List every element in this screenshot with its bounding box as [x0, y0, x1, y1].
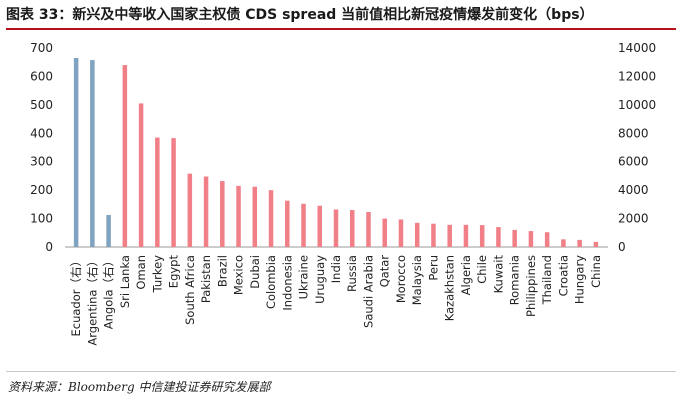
x-axis-category-label: Dubai	[248, 255, 262, 289]
bar-qatar	[382, 218, 387, 247]
footer-divider	[6, 371, 676, 372]
right-axis-tick-label: 10000	[618, 98, 656, 112]
x-axis-category-label: Mexico	[232, 255, 246, 295]
left-axis-tick-label: 500	[30, 98, 53, 112]
bar-algeria	[463, 224, 469, 247]
x-axis-category-label: Russia	[345, 255, 359, 292]
x-axis-category-label: Indonesia	[280, 255, 294, 311]
bar-kuwait	[496, 227, 501, 247]
x-axis-category-label: Algeria	[459, 255, 473, 295]
x-axis-category-label: Qatar	[378, 255, 392, 288]
bar-turkey	[155, 137, 160, 247]
bar-chart: 0 100 200 300 400 500 600 700 0 2000 4000 6000 8000…	[30, 41, 656, 346]
bar-kazakhstan	[447, 224, 452, 247]
x-axis-category-label: Kazakhstan	[443, 255, 457, 321]
left-axis-tick-label: 100	[30, 212, 53, 226]
bar-peru	[431, 223, 436, 247]
bar-southafrica	[187, 173, 193, 247]
left-axis-tick-label: 200	[30, 183, 53, 197]
bar-philippines	[528, 231, 534, 247]
x-axis-category-label: Philippines	[524, 255, 538, 317]
bar-hungary	[577, 239, 582, 247]
bar-angola	[106, 215, 111, 247]
x-axis-category-label: Malaysia	[410, 255, 424, 305]
right-axis-tick-label: 12000	[618, 69, 656, 83]
bar-india	[333, 209, 339, 247]
bar-romania	[512, 229, 517, 247]
x-axis-category-label: Chile	[475, 255, 489, 284]
x-axis-category-label: Colombia	[264, 255, 278, 309]
x-axis-category-label: Uruguay	[313, 255, 327, 304]
title-divider	[6, 28, 676, 30]
right-axis-tick-label: 4000	[618, 183, 649, 197]
bar-russia	[349, 210, 355, 247]
bars-group	[73, 57, 599, 248]
right-axis-tick-label: 14000	[618, 41, 656, 55]
bar-ecuador	[73, 57, 79, 248]
source-note: 资料来源：Bloomberg 中信建投证券研究发展部	[8, 380, 271, 394]
x-axis-category-label: Thailand	[540, 255, 554, 305]
bar-srilanka	[122, 65, 128, 247]
bar-mexico	[236, 185, 241, 247]
bar-indonesia	[285, 200, 290, 247]
right-axis-tick-label: 2000	[618, 212, 649, 226]
x-axis-category-label: Morocco	[394, 255, 408, 303]
x-axis-category-label: India	[329, 255, 343, 283]
bar-malaysia	[414, 222, 420, 247]
chart-title: 图表 33：新兴及中等收入国家主权债 CDS spread 当前值相比新冠疫情爆…	[6, 7, 594, 23]
bar-brazil	[220, 181, 225, 247]
x-axis-category-label: Turkey	[150, 255, 164, 294]
bar-croatia	[561, 239, 566, 247]
left-axis-tick-label: 600	[30, 69, 53, 83]
bar-pakistan	[203, 176, 209, 247]
bar-chile	[479, 225, 485, 247]
x-axis-category-label: Brazil	[215, 255, 229, 287]
bar-thailand	[544, 232, 550, 247]
right-y-axis: 0 2000 4000 6000 8000 10000 12000 14000	[618, 41, 656, 254]
x-axis-category-label: Sri Lanka	[118, 255, 132, 308]
bar-oman	[138, 103, 144, 247]
x-axis-category-label: Peru	[426, 255, 440, 281]
x-axis-category-label: Hungary	[573, 255, 587, 304]
right-axis-tick-label: 8000	[618, 126, 649, 140]
left-axis-tick-label: 300	[30, 155, 53, 169]
right-axis-tick-label: 6000	[618, 155, 649, 169]
bar-uruguay	[317, 205, 323, 247]
x-axis-category-label: Romania	[508, 255, 522, 305]
bar-colombia	[268, 190, 274, 247]
x-axis-category-label: Kuwait	[491, 255, 505, 294]
x-axis-category-label: Angola（右）	[102, 255, 116, 329]
right-axis-tick-label: 0	[618, 240, 626, 254]
x-axis-category-label: Saudi Arabia	[361, 255, 375, 328]
x-axis-category-label: Egypt	[167, 255, 181, 289]
left-axis-tick-label: 400	[30, 126, 53, 140]
x-axis-category-label: Ukraine	[297, 255, 311, 299]
bar-morocco	[398, 219, 404, 247]
x-axis-category-label: Argentina（右）	[85, 255, 99, 346]
bar-dubai	[252, 186, 258, 247]
x-axis-category-label: Croatia	[556, 255, 570, 296]
bar-argentina	[90, 60, 95, 248]
x-axis-labels: Ecuador（右） Argentina（右） Angola（右） Sri Lanka…	[69, 255, 603, 346]
bar-saudiarabia	[366, 212, 371, 247]
left-axis-tick-label: 0	[45, 240, 53, 254]
x-axis-category-label: China	[589, 255, 603, 288]
x-axis-category-label: Pakistan	[199, 255, 213, 303]
bar-egypt	[171, 138, 176, 247]
x-axis-category-label: South Africa	[183, 255, 197, 325]
bar-ukraine	[301, 203, 306, 247]
x-axis-category-label: Oman	[134, 255, 148, 290]
bar-china	[593, 241, 599, 247]
left-axis-tick-label: 700	[30, 41, 53, 55]
x-axis-category-label: Ecuador（右）	[69, 255, 83, 337]
